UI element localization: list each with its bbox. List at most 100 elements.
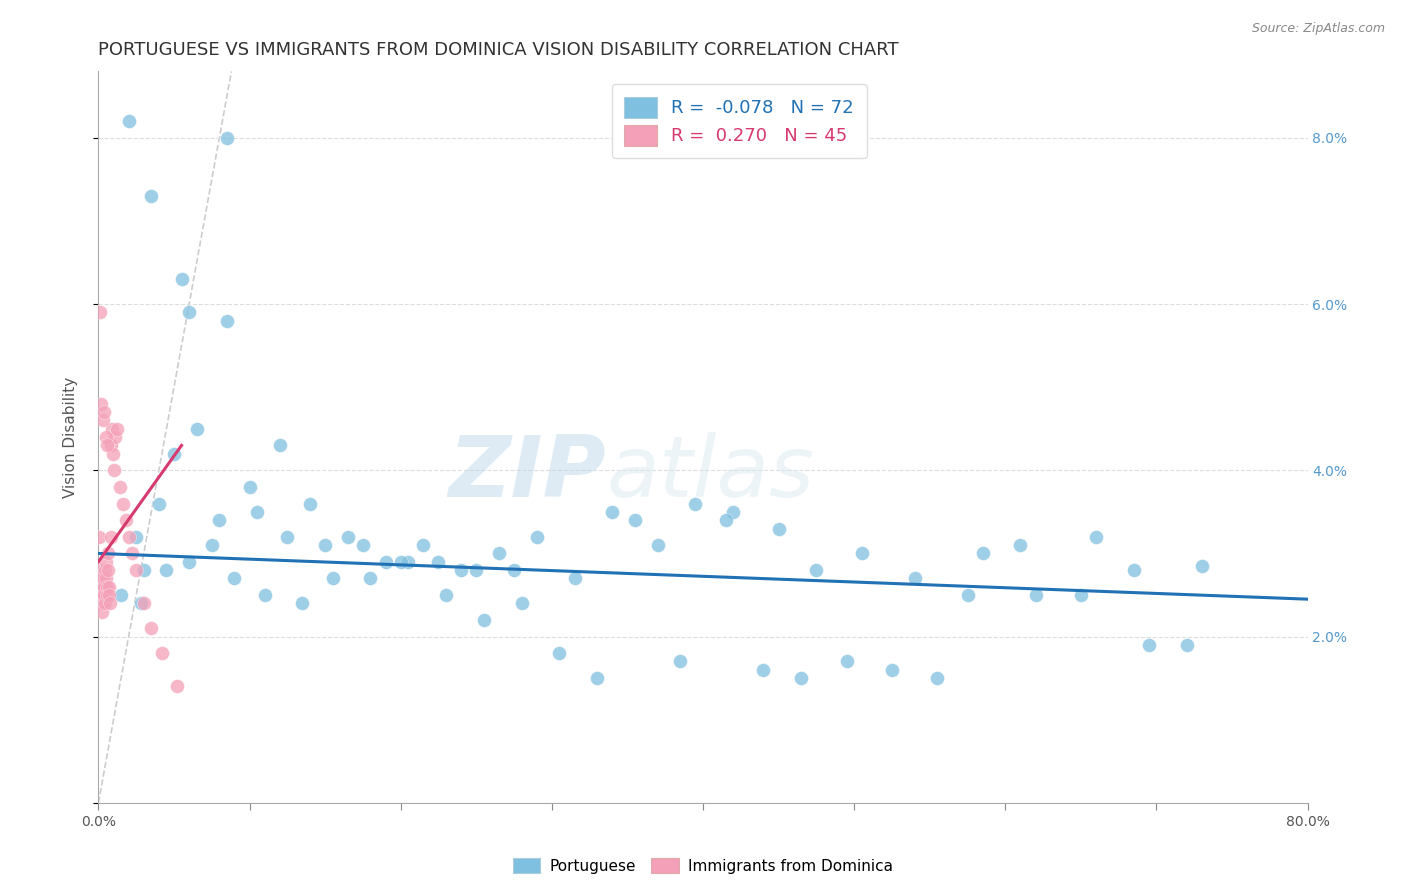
Point (427, 555, 450, 569)
Point (215, 314, 238, 328)
Point (389, 555, 412, 569)
Point (103, 463, 125, 477)
Point (1175, 638, 1198, 652)
Point (114, 513, 136, 527)
Point (1191, 558, 1213, 573)
Point (96, 580, 118, 594)
Point (215, 131, 238, 145)
Point (93, 405, 115, 419)
Point (208, 513, 231, 527)
Point (132, 596, 155, 610)
Point (956, 588, 979, 602)
Point (768, 521, 790, 535)
Point (851, 546, 873, 560)
Point (465, 563, 488, 577)
Point (510, 596, 533, 610)
Point (96, 555, 118, 569)
Point (111, 497, 134, 511)
Point (125, 563, 148, 577)
Point (1122, 563, 1144, 577)
Point (374, 555, 396, 569)
Point (148, 497, 170, 511)
Point (276, 530, 298, 544)
Point (101, 422, 124, 436)
Point (118, 530, 141, 544)
Point (179, 555, 201, 569)
Point (100, 530, 122, 544)
Point (752, 663, 775, 677)
Point (89, 305, 111, 319)
Text: ZIP: ZIP (449, 432, 606, 516)
Text: atlas: atlas (606, 432, 814, 516)
Point (163, 447, 186, 461)
Point (972, 546, 994, 560)
Point (352, 538, 374, 552)
Point (806, 563, 828, 577)
Point (396, 555, 419, 569)
Point (647, 538, 669, 552)
Point (104, 430, 127, 444)
Point (90, 397, 112, 411)
Point (450, 563, 472, 577)
Point (548, 646, 571, 660)
Point (141, 621, 163, 635)
Point (299, 497, 322, 511)
Point (89, 530, 111, 544)
Point (132, 563, 155, 577)
Point (291, 596, 314, 610)
Point (503, 563, 526, 577)
Point (97, 563, 120, 577)
Point (201, 538, 224, 552)
Point (1070, 588, 1092, 602)
Point (669, 655, 692, 669)
Point (714, 513, 737, 527)
Point (360, 571, 382, 585)
Point (246, 505, 269, 519)
Point (150, 646, 173, 660)
Point (526, 530, 548, 544)
Legend: R =  -0.078   N = 72, R =  0.270   N = 45: R = -0.078 N = 72, R = 0.270 N = 45 (612, 84, 866, 158)
Point (98, 588, 121, 602)
Point (253, 588, 276, 602)
Point (880, 663, 903, 677)
Point (94, 430, 117, 444)
Point (1085, 530, 1108, 544)
Point (90, 563, 112, 577)
Point (91, 605, 114, 619)
Point (105, 422, 128, 436)
Point (186, 422, 208, 436)
Point (314, 538, 336, 552)
Point (166, 680, 188, 694)
Point (97, 580, 120, 594)
Point (412, 538, 434, 552)
Point (89, 588, 111, 602)
Point (91, 588, 114, 602)
Point (835, 655, 858, 669)
Point (1024, 588, 1046, 602)
Point (96, 588, 118, 602)
Point (91, 413, 114, 427)
Text: Source: ZipAtlas.com: Source: ZipAtlas.com (1251, 22, 1385, 36)
Point (96, 438, 118, 452)
Point (89, 571, 111, 585)
Point (927, 671, 949, 685)
Point (108, 480, 131, 494)
Point (904, 571, 927, 585)
Point (564, 571, 586, 585)
Point (602, 505, 624, 519)
Point (90, 596, 112, 610)
Point (91, 571, 114, 585)
Point (93, 588, 115, 602)
Point (179, 305, 201, 319)
Point (723, 505, 745, 519)
Point (434, 588, 457, 602)
Point (685, 497, 707, 511)
Point (101, 447, 124, 461)
Point (94, 596, 117, 610)
Point (129, 596, 152, 610)
Point (155, 563, 177, 577)
Point (224, 571, 246, 585)
Point (94, 563, 117, 577)
Point (1010, 538, 1032, 552)
Point (94, 571, 117, 585)
